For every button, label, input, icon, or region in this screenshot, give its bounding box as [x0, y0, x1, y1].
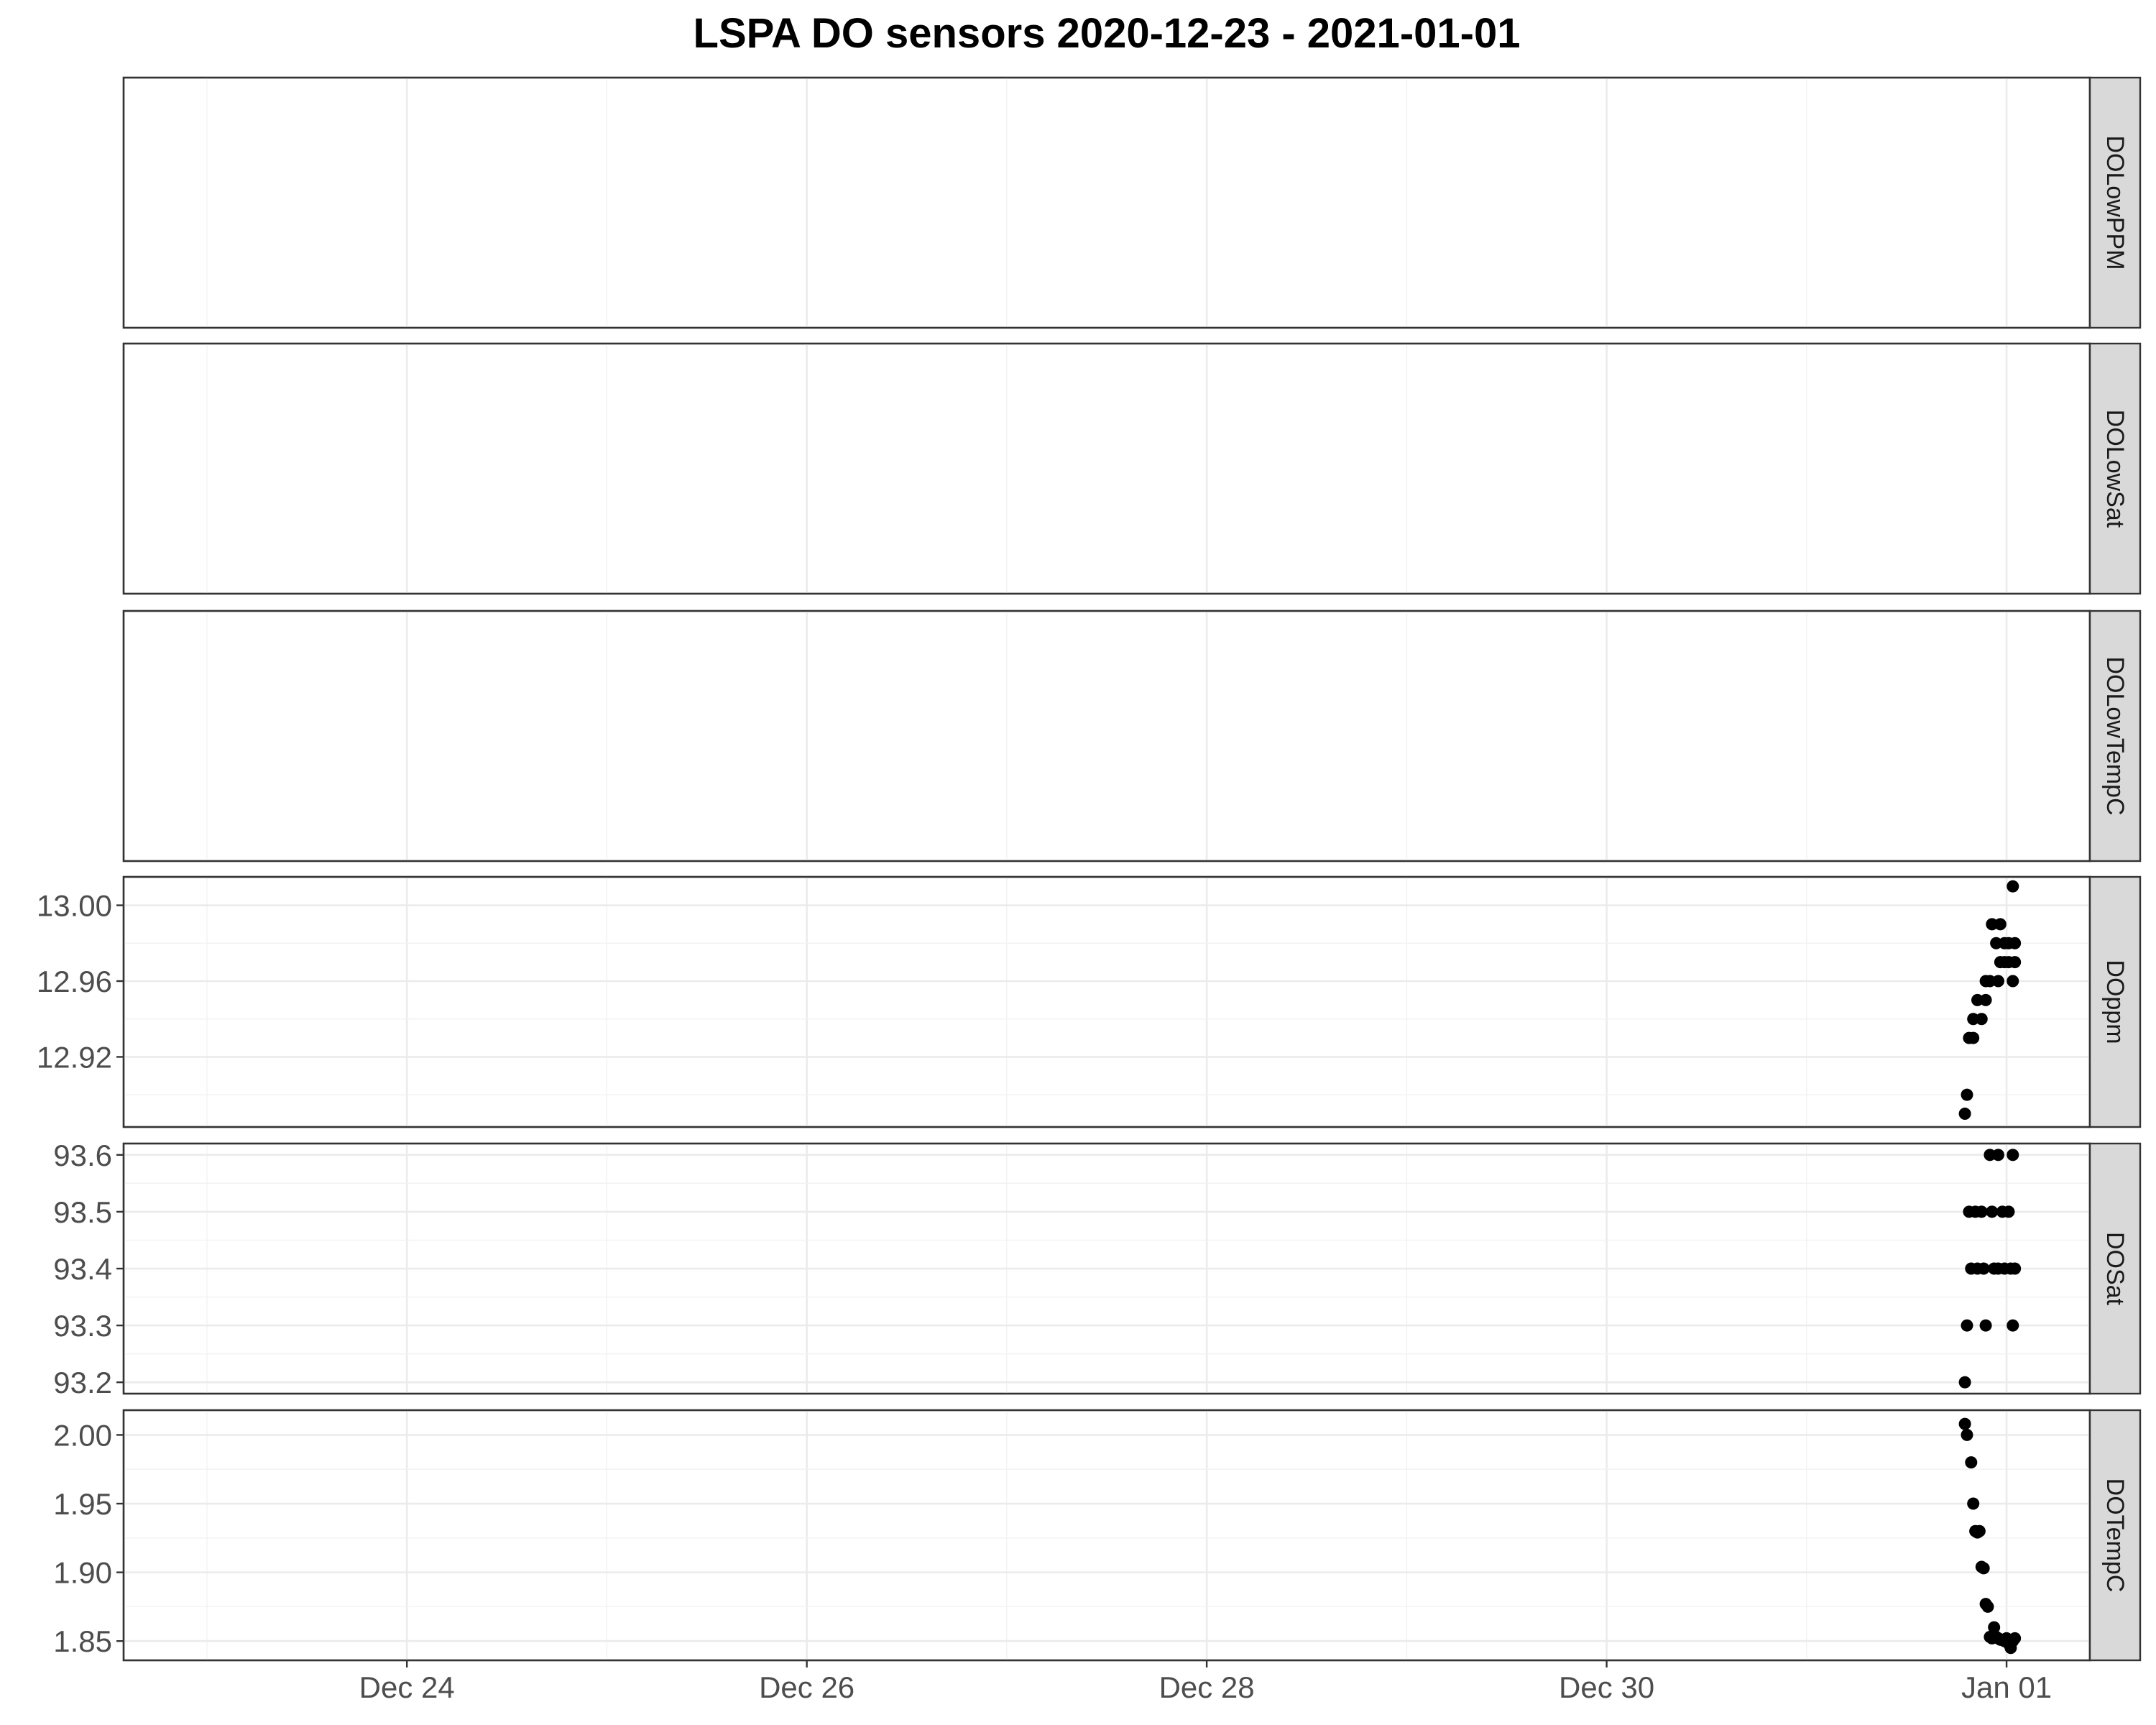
data-point: [2009, 1632, 2022, 1644]
facet-strip: [2088, 342, 2142, 595]
panel-background: [122, 875, 2091, 1128]
facet-strip: [2088, 76, 2142, 329]
data-point: [1975, 1013, 1988, 1026]
data-point: [1961, 1319, 1973, 1332]
data-point: [2009, 1262, 2022, 1275]
data-point: [1991, 1149, 2004, 1162]
x-tick-label: Dec 24: [359, 1670, 455, 1704]
y-tick-label: 93.3: [53, 1309, 112, 1343]
facet-panel-dolowsat: DOLowSat: [122, 342, 2142, 595]
facet-strip-label: DOppm: [2101, 960, 2129, 1044]
x-tick-label: Dec 26: [759, 1670, 854, 1704]
data-point: [1965, 1456, 1978, 1469]
data-point: [1991, 975, 2004, 988]
data-point: [1958, 1108, 1971, 1121]
data-point: [2007, 880, 2019, 893]
data-point: [1973, 1524, 1986, 1537]
data-point: [1975, 1205, 1988, 1218]
facet-strip: [2088, 610, 2142, 862]
facet-strip-label: DOLowTempC: [2101, 656, 2129, 815]
data-point: [1979, 1319, 1992, 1332]
data-point: [1977, 1262, 1990, 1275]
facet-strip-label: DOLowPPM: [2101, 135, 2129, 270]
facet-panel-dolowtempc: DOLowTempC: [122, 610, 2142, 862]
facet-strip-label: DOLowSat: [2101, 410, 2129, 528]
facet-panels: DOLowPPM DOLowSat DOLowTempC 12.92 12.96 13.0…: [37, 76, 2142, 1662]
panel-background: [122, 76, 2091, 329]
data-point: [2007, 1149, 2019, 1162]
chart-title: LSPA DO sensors 2020-12-23 - 2021-01-01: [694, 10, 1521, 57]
data-point: [2007, 975, 2019, 988]
data-point: [1986, 1205, 1999, 1218]
facet-panel-doppm: 12.92 12.96 13.00 DOppm: [37, 875, 2142, 1128]
data-point: [1977, 1562, 1990, 1575]
y-tick-label: 1.90: [53, 1556, 112, 1590]
facet-strip: [2088, 1409, 2142, 1662]
data-point: [2009, 937, 2022, 949]
data-point: [1981, 1600, 1994, 1613]
data-point: [1988, 1621, 2001, 1634]
y-tick-label: 2.00: [53, 1418, 112, 1452]
y-tick-label: 12.96: [37, 965, 112, 998]
y-tick-label: 12.92: [37, 1040, 112, 1074]
facet-panel-dotempc: 1.85 1.90 1.95 2.00 DOTempC: [53, 1409, 2142, 1662]
data-point: [1958, 1376, 1971, 1389]
y-tick-label: 13.00: [37, 889, 112, 923]
data-point: [1967, 1497, 1980, 1510]
data-point: [1958, 1417, 1971, 1430]
facet-strip-label: DOSat: [2101, 1232, 2129, 1306]
panel-background: [122, 342, 2091, 595]
y-tick-label: 93.2: [53, 1366, 112, 1399]
x-tick-label: Dec 28: [1159, 1670, 1255, 1704]
data-point: [2007, 1319, 2019, 1332]
data-point: [1961, 1088, 1973, 1101]
x-tick-label: Dec 30: [1559, 1670, 1654, 1704]
panel-background: [122, 610, 2091, 862]
data-point: [1979, 993, 1992, 1006]
data-point: [1994, 918, 2007, 931]
y-tick-label: 1.95: [53, 1487, 112, 1521]
facet-strip: [2088, 875, 2142, 1128]
x-axis: Dec 24 Dec 26 Dec 28 Dec 30 Jan 01: [359, 1660, 2052, 1704]
facet-strip-label: DOTempC: [2101, 1478, 2129, 1593]
data-point: [2002, 1205, 2015, 1218]
x-tick-label: Jan 01: [1961, 1670, 2052, 1704]
y-tick-label: 93.5: [53, 1195, 112, 1229]
y-tick-label: 93.6: [53, 1138, 112, 1172]
data-point: [2009, 956, 2022, 969]
facet-panel-dosat: 93.2 93.3 93.4 93.5 93.6 DOSat: [53, 1138, 2142, 1399]
data-point: [1967, 1031, 1980, 1044]
facet-strip: [2088, 1142, 2142, 1395]
y-tick-label: 1.85: [53, 1624, 112, 1658]
y-tick-label: 93.4: [53, 1252, 112, 1286]
data-point: [1961, 1428, 1973, 1441]
facet-panel-dolowppm: DOLowPPM: [122, 76, 2142, 329]
panel-background: [122, 1409, 2091, 1662]
